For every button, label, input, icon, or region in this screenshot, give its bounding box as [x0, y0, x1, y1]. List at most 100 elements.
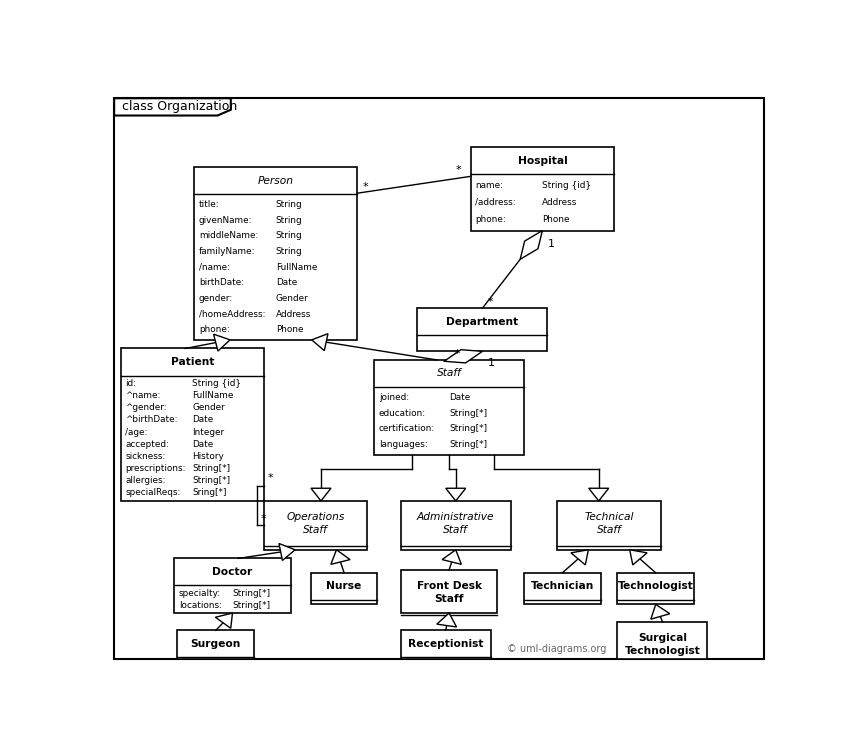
Text: 1: 1: [548, 239, 555, 249]
Text: languages:: languages:: [378, 440, 427, 449]
Text: Operations
Staff: Operations Staff: [286, 512, 345, 535]
Polygon shape: [571, 550, 588, 565]
Text: Integer: Integer: [193, 427, 224, 436]
Text: Staff: Staff: [437, 368, 462, 379]
Text: certification:: certification:: [378, 424, 435, 433]
Text: String[*]: String[*]: [193, 477, 230, 486]
Polygon shape: [114, 99, 230, 116]
Text: /address:: /address:: [476, 198, 516, 207]
Text: joined:: joined:: [378, 393, 408, 402]
Text: familyName:: familyName:: [199, 247, 255, 256]
Text: Person: Person: [258, 176, 294, 186]
Text: accepted:: accepted:: [126, 440, 169, 449]
Text: Administrative
Staff: Administrative Staff: [417, 512, 494, 535]
Text: ^birthDate:: ^birthDate:: [126, 415, 178, 424]
Bar: [617, 573, 694, 604]
Text: gender:: gender:: [199, 294, 233, 303]
Bar: [401, 570, 497, 613]
Text: *: *: [456, 165, 462, 175]
Polygon shape: [331, 550, 350, 564]
Bar: [310, 573, 378, 604]
Text: /homeAddress:: /homeAddress:: [199, 309, 266, 318]
Polygon shape: [520, 231, 543, 259]
Bar: [524, 573, 600, 604]
Text: Phone: Phone: [276, 325, 304, 334]
Text: phone:: phone:: [199, 325, 230, 334]
Text: /age:: /age:: [126, 427, 148, 436]
Text: 1: 1: [488, 358, 494, 368]
Text: *: *: [261, 514, 267, 524]
Text: *: *: [454, 349, 460, 359]
Text: specialty:: specialty:: [179, 589, 221, 598]
Text: /name:: /name:: [199, 263, 230, 272]
Bar: [417, 309, 547, 351]
Text: education:: education:: [378, 409, 426, 418]
Text: Surgeon: Surgeon: [191, 639, 241, 649]
Text: *: *: [363, 182, 368, 192]
Bar: [401, 501, 511, 550]
Text: Receptionist: Receptionist: [408, 639, 483, 649]
Text: ^name:: ^name:: [126, 391, 161, 400]
Text: Date: Date: [193, 415, 214, 424]
Polygon shape: [651, 604, 670, 619]
Polygon shape: [215, 613, 232, 628]
Text: Gender: Gender: [193, 403, 225, 412]
Bar: [177, 630, 255, 659]
Text: Nurse: Nurse: [327, 581, 362, 592]
Text: Technician: Technician: [531, 581, 594, 592]
Polygon shape: [311, 489, 331, 501]
Text: String[*]: String[*]: [232, 601, 271, 610]
Text: Sring[*]: Sring[*]: [193, 489, 227, 498]
Text: *: *: [488, 297, 494, 307]
Bar: [374, 360, 524, 455]
Text: Department: Department: [446, 317, 519, 326]
Bar: [264, 501, 367, 550]
Text: id:: id:: [126, 379, 137, 388]
Bar: [557, 501, 660, 550]
Text: prescriptions:: prescriptions:: [126, 464, 186, 473]
Text: Address: Address: [276, 309, 311, 318]
Polygon shape: [437, 613, 457, 627]
Text: String[*]: String[*]: [449, 409, 488, 418]
Text: specialReqs:: specialReqs:: [126, 489, 181, 498]
Text: String: String: [276, 216, 303, 225]
Text: String[*]: String[*]: [449, 440, 488, 449]
Text: ^gender:: ^gender:: [126, 403, 167, 412]
Text: String[*]: String[*]: [232, 589, 271, 598]
Text: Address: Address: [543, 198, 578, 207]
Text: middleName:: middleName:: [199, 232, 258, 241]
Bar: [470, 147, 614, 231]
Text: Doctor: Doctor: [212, 567, 253, 577]
Text: name:: name:: [476, 181, 503, 190]
Polygon shape: [442, 550, 461, 564]
Text: Date: Date: [193, 440, 214, 449]
Polygon shape: [630, 550, 647, 565]
Text: sickness:: sickness:: [126, 452, 166, 461]
Text: History: History: [193, 452, 224, 461]
Bar: [174, 559, 291, 613]
Text: Technical
Staff: Technical Staff: [584, 512, 634, 535]
Text: phone:: phone:: [476, 215, 507, 224]
Polygon shape: [279, 544, 295, 560]
Polygon shape: [213, 334, 230, 351]
Text: String {id}: String {id}: [543, 181, 592, 190]
Text: allergies:: allergies:: [126, 477, 166, 486]
Polygon shape: [445, 489, 466, 501]
Text: Phone: Phone: [543, 215, 570, 224]
Text: FullName: FullName: [276, 263, 317, 272]
Text: String: String: [276, 247, 303, 256]
Text: Date: Date: [276, 278, 297, 288]
Text: Surgical
Technologist: Surgical Technologist: [624, 633, 700, 656]
Bar: [120, 348, 264, 501]
Text: birthDate:: birthDate:: [199, 278, 244, 288]
Text: Technologist: Technologist: [617, 581, 694, 592]
Text: Hospital: Hospital: [518, 155, 568, 166]
Text: Gender: Gender: [276, 294, 309, 303]
Text: FullName: FullName: [193, 391, 234, 400]
Text: String {id}: String {id}: [193, 379, 242, 388]
Text: locations:: locations:: [179, 601, 222, 610]
Text: String: String: [276, 232, 303, 241]
Text: Patient: Patient: [171, 357, 214, 367]
Text: Date: Date: [449, 393, 470, 402]
Text: String: String: [276, 200, 303, 209]
